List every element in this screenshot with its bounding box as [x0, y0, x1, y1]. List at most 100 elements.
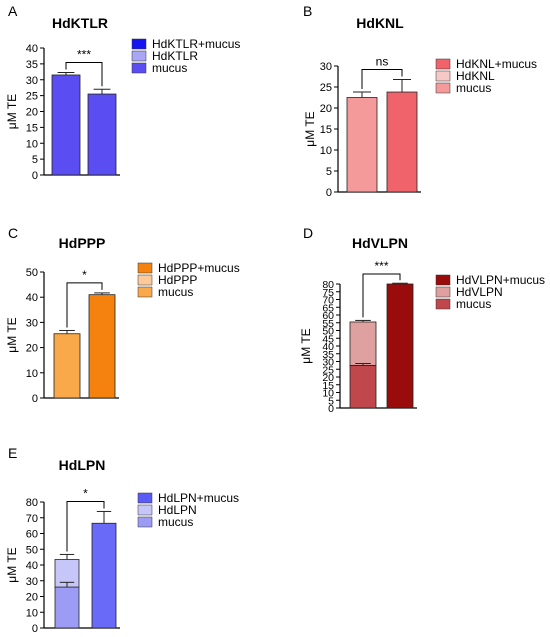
significance-bracket: [361, 68, 403, 90]
legend-swatch: [137, 262, 153, 274]
legend-label: mucus: [158, 515, 193, 529]
bar: [53, 333, 81, 399]
chart-panel-e: E HdLPN 0 10 20 30 40 50 60 70 80 μM TE * HdLPN+mucus…: [5, 445, 239, 635]
y-tick-label: 40: [26, 560, 38, 572]
legend-swatch: [435, 274, 451, 286]
chart-title: HdPPP: [59, 235, 106, 251]
legend-label: HdLPN+mucus: [158, 491, 239, 505]
y-tick-label: 0: [328, 403, 334, 415]
bar: [54, 586, 80, 629]
y-tick-label: 35: [322, 349, 334, 361]
bar: [386, 283, 414, 409]
bar: [51, 74, 81, 176]
bar: [349, 364, 377, 409]
y-tick-label: 5: [326, 166, 332, 178]
bar: [349, 321, 377, 366]
significance-bracket: [65, 61, 103, 87]
y-axis-label: μM TE: [299, 328, 313, 363]
legend-swatch: [435, 82, 451, 94]
y-tick-label: 50: [322, 326, 334, 338]
y-tick-label: 65: [322, 302, 334, 314]
y-tick-label: 15: [320, 124, 332, 136]
chart-title: HdKNL: [356, 15, 404, 31]
y-tick-label: 20: [26, 107, 38, 119]
chart-panel-a: A HdKTLR 0 5 10 15 20 25 30 35 40 μM TE *** HdKTLR+mu…: [5, 3, 240, 182]
y-tick-label: 5: [32, 154, 38, 166]
significance-label: ns: [376, 54, 389, 68]
y-tick-label: 80: [26, 497, 38, 509]
legend-label: HdKNL: [456, 69, 495, 83]
y-tick-label: 40: [322, 341, 334, 353]
y-axis-label: μM TE: [5, 547, 19, 582]
y-tick-label: 55: [322, 318, 334, 330]
legend-label: HdVLPN: [456, 285, 503, 299]
y-tick-label: 0: [32, 393, 38, 405]
y-tick-label: 20: [320, 103, 332, 115]
y-tick-label: 20: [26, 343, 38, 355]
y-tick-label: 30: [26, 576, 38, 588]
y-tick-label: 45: [322, 333, 334, 345]
y-axis-label: μM TE: [5, 94, 19, 129]
y-tick-label: 30: [26, 75, 38, 87]
legend-label: HdKTLR: [152, 49, 198, 63]
y-tick-label: 70: [26, 513, 38, 525]
bar: [87, 93, 117, 176]
y-tick-label: 0: [32, 170, 38, 182]
legend-swatch: [435, 298, 451, 310]
bar: [386, 91, 418, 193]
legend-label: mucus: [158, 285, 193, 299]
significance-label: ***: [77, 47, 91, 61]
significance-label: *: [82, 268, 87, 282]
y-tick-label: 25: [26, 91, 38, 103]
chart-title: HdKTLR: [52, 15, 108, 31]
y-tick-label: 10: [320, 145, 332, 157]
y-tick-label: 35: [26, 59, 38, 71]
panel-letter: E: [8, 445, 17, 461]
legend-label: HdPPP: [158, 273, 197, 287]
significance-bracket: [66, 282, 103, 328]
y-tick-label: 50: [26, 544, 38, 556]
legend-label: HdLPN: [158, 503, 197, 517]
y-tick-label: 80: [322, 279, 334, 291]
y-tick-label: 15: [26, 122, 38, 134]
y-tick-label: 75: [322, 287, 334, 299]
y-tick-label: 25: [320, 82, 332, 94]
y-tick-label: 20: [322, 372, 334, 384]
y-tick-label: 20: [26, 592, 38, 604]
significance-bracket: [362, 273, 401, 318]
legend-label: HdVLPN+mucus: [456, 273, 545, 287]
legend-label: HdPPP+mucus: [158, 261, 240, 275]
y-tick-label: 50: [26, 267, 38, 279]
legend-swatch: [137, 274, 153, 286]
legend-swatch: [131, 62, 147, 74]
legend-swatch: [131, 50, 147, 62]
panel-letter: B: [303, 3, 312, 19]
significance-label: *: [83, 486, 88, 500]
bar: [346, 97, 378, 193]
legend-swatch: [435, 58, 451, 70]
y-tick-label: 10: [26, 368, 38, 380]
panel-letter: C: [8, 225, 18, 241]
legend-swatch: [131, 38, 147, 50]
y-tick-label: 30: [320, 61, 332, 73]
y-tick-label: 10: [322, 388, 334, 400]
bar: [88, 294, 116, 399]
legend-swatch: [137, 516, 153, 528]
y-axis-label: μM TE: [303, 111, 317, 146]
legend-swatch: [137, 504, 153, 516]
legend-label: mucus: [456, 81, 491, 95]
significance-label: ***: [374, 259, 388, 273]
legend-swatch: [137, 492, 153, 504]
y-tick-label: 40: [26, 43, 38, 55]
legend-label: mucus: [456, 297, 491, 311]
chart-title: HdVLPN: [352, 235, 408, 251]
legend-label: mucus: [152, 61, 187, 75]
panel-letter: D: [303, 225, 313, 241]
y-tick-label: 30: [322, 357, 334, 369]
y-tick-label: 0: [32, 623, 38, 635]
legend-swatch: [435, 70, 451, 82]
chart-title: HdLPN: [59, 457, 106, 473]
